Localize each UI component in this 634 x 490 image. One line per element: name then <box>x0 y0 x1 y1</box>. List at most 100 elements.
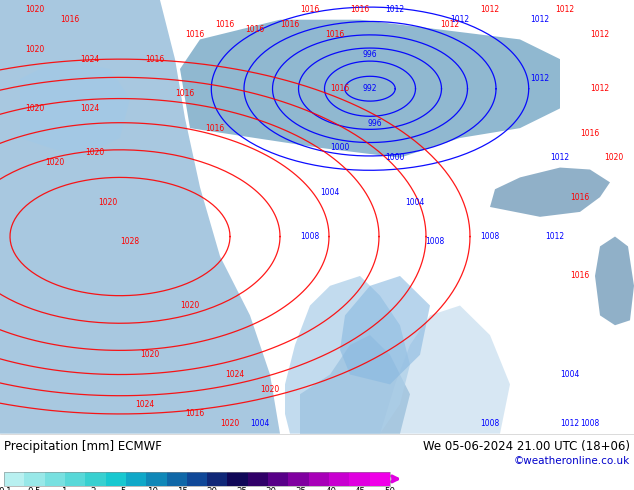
Text: 1016: 1016 <box>205 123 224 133</box>
Bar <box>24 472 44 486</box>
Text: 1020: 1020 <box>25 5 44 14</box>
Text: 1020: 1020 <box>181 301 200 310</box>
Text: 1004: 1004 <box>405 197 425 207</box>
Text: 1020: 1020 <box>25 45 44 54</box>
Bar <box>207 472 228 486</box>
Text: 1016: 1016 <box>330 84 349 93</box>
Text: 996: 996 <box>363 49 377 59</box>
Polygon shape <box>340 276 430 384</box>
Text: 1000: 1000 <box>330 144 350 152</box>
Bar <box>187 472 207 486</box>
Text: 1024: 1024 <box>136 399 155 409</box>
Polygon shape <box>300 335 410 434</box>
Text: 1012: 1012 <box>590 30 609 39</box>
Bar <box>85 472 106 486</box>
Bar <box>228 472 248 486</box>
Text: 1016: 1016 <box>580 128 600 138</box>
Text: 1012: 1012 <box>441 20 460 29</box>
Bar <box>126 472 146 486</box>
Text: 45: 45 <box>355 488 366 490</box>
Text: 1016: 1016 <box>185 30 205 39</box>
Text: 1016: 1016 <box>216 20 235 29</box>
Text: 1020: 1020 <box>46 158 65 167</box>
Text: 1008: 1008 <box>580 419 600 428</box>
Text: 1024: 1024 <box>81 104 100 113</box>
Bar <box>167 472 187 486</box>
Polygon shape <box>0 0 280 434</box>
Text: 1012: 1012 <box>590 84 609 93</box>
Text: Precipitation [mm] ECMWF: Precipitation [mm] ECMWF <box>4 440 162 453</box>
Text: 1012: 1012 <box>555 5 574 14</box>
Text: 1000: 1000 <box>385 153 404 162</box>
Text: 1020: 1020 <box>604 153 624 162</box>
Polygon shape <box>490 168 610 217</box>
Text: 1016: 1016 <box>245 25 264 34</box>
Text: 1016: 1016 <box>145 54 165 64</box>
Bar <box>65 472 85 486</box>
Text: 1012: 1012 <box>550 153 569 162</box>
Text: 996: 996 <box>368 119 382 128</box>
Text: 30: 30 <box>266 488 276 490</box>
Text: 1020: 1020 <box>140 350 160 359</box>
Text: 1020: 1020 <box>25 104 44 113</box>
Bar <box>288 472 309 486</box>
Text: 1024: 1024 <box>225 370 245 379</box>
Bar <box>329 472 349 486</box>
Polygon shape <box>180 20 560 158</box>
Text: 1020: 1020 <box>221 419 240 428</box>
Text: 1016: 1016 <box>571 193 590 201</box>
Text: 1012: 1012 <box>531 74 550 83</box>
Text: 1020: 1020 <box>261 385 280 394</box>
Bar <box>309 472 329 486</box>
Text: 1020: 1020 <box>98 197 118 207</box>
Text: 1012: 1012 <box>481 5 500 14</box>
Text: 0.1: 0.1 <box>0 488 12 490</box>
Text: 20: 20 <box>206 488 217 490</box>
Text: ©weatheronline.co.uk: ©weatheronline.co.uk <box>514 456 630 466</box>
Polygon shape <box>20 59 130 158</box>
Text: 40: 40 <box>325 488 336 490</box>
Text: 1008: 1008 <box>481 419 500 428</box>
Text: 1004: 1004 <box>250 419 269 428</box>
Text: 992: 992 <box>363 84 377 93</box>
Text: 5: 5 <box>120 488 126 490</box>
Text: 1016: 1016 <box>280 20 300 29</box>
Text: 1016: 1016 <box>325 30 345 39</box>
Text: 1004: 1004 <box>560 370 579 379</box>
Bar <box>4 472 390 486</box>
Text: 1012: 1012 <box>560 419 579 428</box>
Text: We 05-06-2024 21.00 UTC (18+06): We 05-06-2024 21.00 UTC (18+06) <box>423 440 630 453</box>
Bar <box>44 472 65 486</box>
Text: 15: 15 <box>177 488 188 490</box>
Text: 25: 25 <box>236 488 247 490</box>
Text: 1016: 1016 <box>176 89 195 98</box>
Polygon shape <box>285 276 410 434</box>
Bar <box>349 472 370 486</box>
Text: 1016: 1016 <box>301 5 320 14</box>
Text: 10: 10 <box>147 488 158 490</box>
Text: 1028: 1028 <box>120 237 139 246</box>
Text: 1012: 1012 <box>385 5 404 14</box>
Text: 1008: 1008 <box>425 237 444 246</box>
Text: 35: 35 <box>295 488 306 490</box>
Bar <box>248 472 268 486</box>
Bar <box>146 472 167 486</box>
Text: 1008: 1008 <box>481 232 500 241</box>
Text: 1012: 1012 <box>531 15 550 24</box>
Text: 1: 1 <box>61 488 66 490</box>
Polygon shape <box>595 237 634 325</box>
Text: 1008: 1008 <box>301 232 320 241</box>
Text: 0.5: 0.5 <box>28 488 41 490</box>
Text: 1016: 1016 <box>571 271 590 280</box>
Text: 1020: 1020 <box>86 148 105 157</box>
Text: 1004: 1004 <box>320 188 340 196</box>
Bar <box>370 472 390 486</box>
Text: 2: 2 <box>90 488 96 490</box>
Text: 1012: 1012 <box>450 15 470 24</box>
Text: 50: 50 <box>384 488 396 490</box>
Bar <box>106 472 126 486</box>
Text: 1016: 1016 <box>185 410 205 418</box>
Text: 1012: 1012 <box>545 232 564 241</box>
Bar <box>268 472 288 486</box>
Text: 1024: 1024 <box>81 54 100 64</box>
